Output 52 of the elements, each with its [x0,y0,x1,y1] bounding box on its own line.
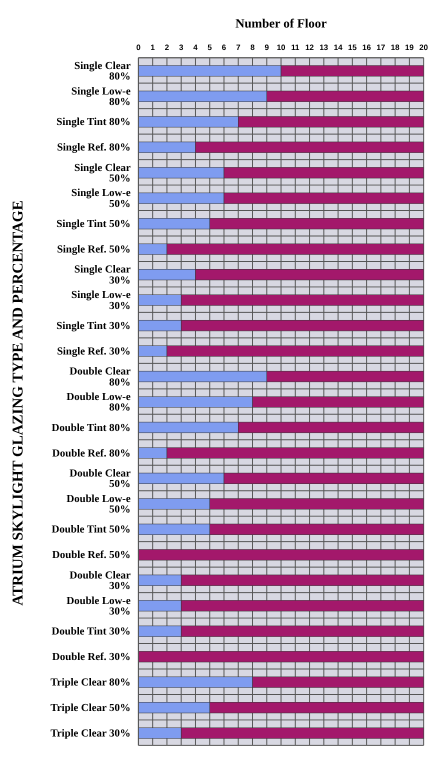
y-tick-label: Double Clear 30% [70,569,132,592]
y-tick-label: Double Low-e 80% [66,391,132,414]
y-tick-label: Single Tint 80% [56,116,132,128]
y-tick-label: Triple Clear 50% [50,702,132,714]
x-tick-label: 6 [222,42,228,52]
x-tick-label: 13 [320,42,330,52]
x-tick-label: 5 [208,42,214,52]
y-tick-label: Single Tint 50% [56,218,132,230]
x-tick-label: 0 [136,42,142,52]
y-tick-label: Double Tint 50% [52,524,132,536]
y-tick-label: Double Tint 30% [52,626,132,638]
x-tick-label: 3 [180,42,185,52]
y-tick-label: Double Tint 80% [52,422,132,434]
x-tick-label: 16 [362,42,372,52]
x-tick-label: 1 [150,42,156,52]
y-tick-label: Single Low-e 50% [72,187,132,210]
x-tick-label: 17 [377,42,386,52]
y-tick-label: Double Ref. 50% [52,549,132,562]
bar [138,651,424,662]
y-tick-label: Single Clear 30% [74,264,132,286]
x-tick-label: 15 [348,42,358,52]
y-tick-label: Double Low-e 50% [66,492,132,516]
x-tick-label: 2 [165,42,170,52]
x-tick-label: 10 [277,42,287,52]
x-tick-label: 14 [334,42,344,52]
y-tick-label: Double Ref. 30% [52,651,132,664]
y-tick-label: Single Clear 80% [74,60,132,83]
y-tick-label: Single Ref. 50% [57,244,132,256]
y-tick-label: Double Clear 80% [70,366,132,388]
x-tick-label: 18 [391,42,401,52]
y-axis-title: ATRIUM SKYLIGHT GLAZING TYPE AND PERCENTAGE [10,200,28,606]
y-tick-label: Single Low-e 30% [72,289,132,312]
y-tick-label: Single Clear 50% [74,162,132,185]
x-tick-label: 19 [406,42,415,52]
y-tick-label: Single Ref. 30% [57,345,132,358]
y-tick-label: Triple Clear 80% [50,676,132,689]
y-tick-label: Single Tint 30% [56,320,132,332]
x-tick-label: 20 [420,42,430,52]
y-tick-label: Single Ref. 80% [57,142,132,154]
y-tick-label: Double Ref. 80% [52,447,132,460]
y-tick-label: Double Low-e 30% [66,594,132,618]
y-tick-label: Single Low-e 80% [72,85,132,108]
y-tick-label: Double Clear 50% [70,467,132,490]
x-axis-title: Number of Floor [236,16,328,31]
x-tick-label: 9 [265,42,270,52]
x-tick-label: 11 [292,42,301,52]
x-tick-label: 12 [306,42,316,52]
x-tick-label: 4 [194,42,199,52]
y-tick-label: Triple Clear 30% [50,727,132,740]
x-tick-label: 8 [250,42,256,52]
bar [138,549,424,560]
x-tick-label: 7 [236,42,241,52]
